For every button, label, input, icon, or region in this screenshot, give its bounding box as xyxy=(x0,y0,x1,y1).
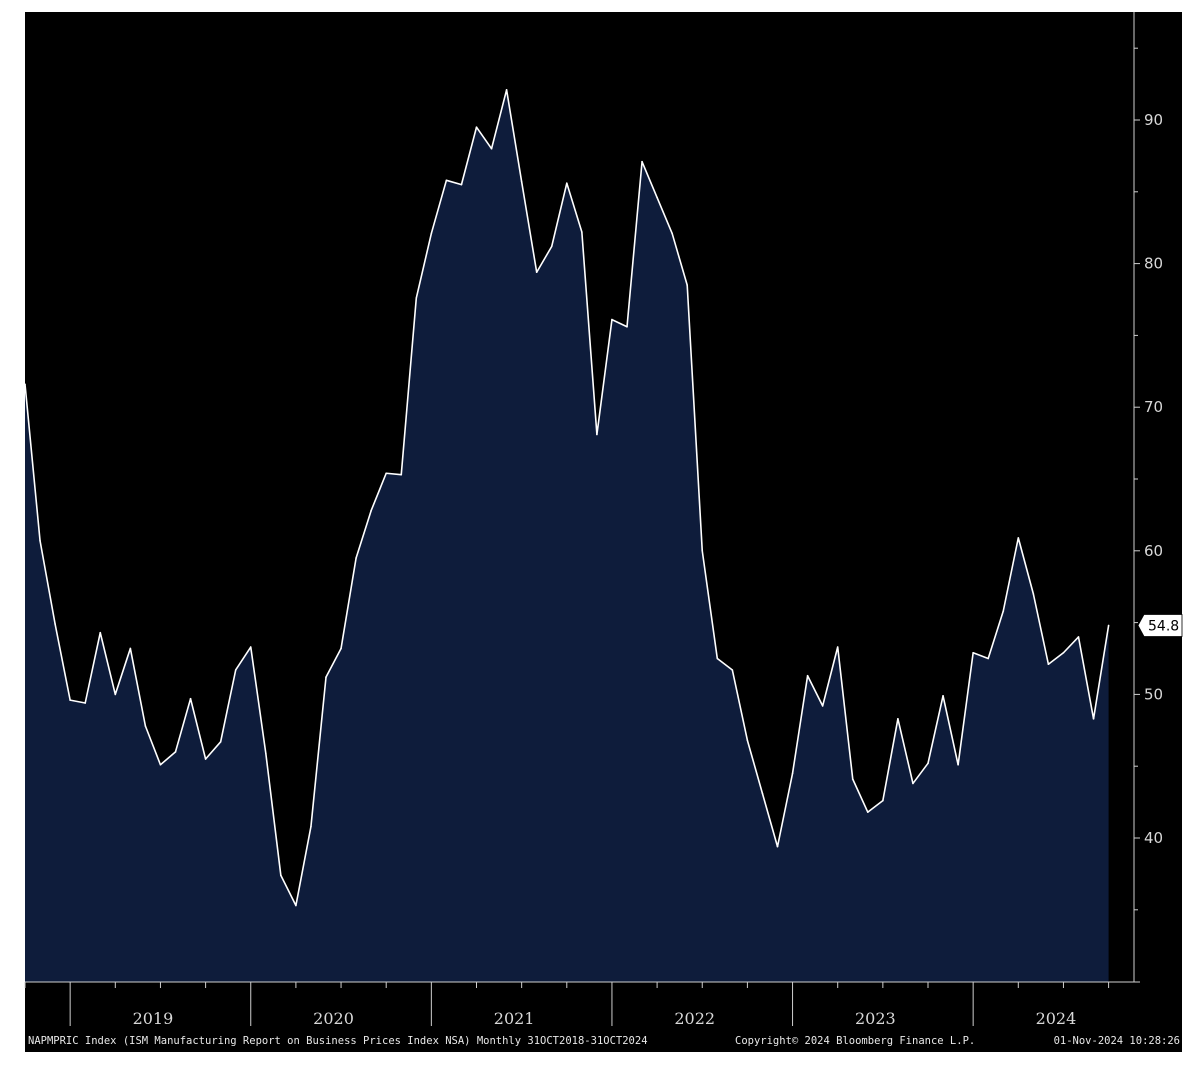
data-point xyxy=(129,647,132,650)
data-point xyxy=(671,232,673,235)
data-point xyxy=(581,231,583,233)
footer-index-description: NAPMPRIC Index (ISM Manufacturing Report… xyxy=(28,1035,648,1047)
y-tick-label: 70 xyxy=(1144,398,1163,416)
data-point xyxy=(295,904,297,907)
data-point xyxy=(776,845,779,848)
data-point xyxy=(731,669,734,671)
last-value-badge xyxy=(1137,614,1183,637)
data-point xyxy=(942,695,944,697)
data-point xyxy=(1047,663,1050,666)
data-point xyxy=(475,126,478,128)
data-point xyxy=(1017,537,1020,539)
x-tick-label: 2022 xyxy=(674,1009,715,1028)
series-area-fill xyxy=(25,89,1109,983)
data-point xyxy=(159,763,162,766)
area-layer xyxy=(24,89,1110,983)
data-point xyxy=(69,699,71,701)
y-tick-label: 40 xyxy=(1144,829,1163,847)
data-point xyxy=(761,792,764,795)
data-point xyxy=(1062,651,1065,654)
data-point xyxy=(806,674,809,677)
data-point xyxy=(716,657,719,660)
data-point xyxy=(746,739,749,742)
y-axis-ticks: 40 50 60 70 80 90 xyxy=(1134,47,1163,983)
data-point xyxy=(400,473,403,476)
data-point xyxy=(566,182,568,184)
data-point xyxy=(189,697,192,700)
data-point xyxy=(882,799,884,802)
data-point xyxy=(460,183,463,186)
data-point xyxy=(1077,636,1080,638)
x-tick-label: 2021 xyxy=(494,1009,535,1028)
data-point xyxy=(234,669,237,671)
data-point xyxy=(1032,593,1035,595)
last-value-marker: 54.8 xyxy=(1137,614,1183,637)
last-value-label: 54.8 xyxy=(1148,618,1179,634)
data-point xyxy=(54,623,56,625)
data-point xyxy=(626,325,628,328)
data-point xyxy=(280,874,282,877)
data-point xyxy=(99,631,102,634)
x-tick-label: 2019 xyxy=(133,1009,174,1028)
data-point xyxy=(851,778,854,780)
data-point xyxy=(791,772,794,775)
data-point xyxy=(1092,718,1095,720)
data-point xyxy=(430,232,433,235)
data-point xyxy=(987,657,989,660)
data-point xyxy=(204,758,207,760)
data-point xyxy=(370,509,372,512)
axes-layer xyxy=(25,12,1135,983)
data-point xyxy=(265,752,267,755)
data-point xyxy=(174,751,177,753)
data-point xyxy=(325,676,327,678)
data-point xyxy=(656,196,658,199)
y-tick-label: 60 xyxy=(1144,542,1163,560)
x-tick-label: 2020 xyxy=(313,1009,354,1028)
data-point xyxy=(912,782,914,785)
y-tick-label: 80 xyxy=(1144,255,1163,273)
data-point xyxy=(84,702,86,704)
data-point xyxy=(310,825,312,828)
data-point xyxy=(490,147,493,150)
data-point xyxy=(445,179,448,182)
y-tick-label: 90 xyxy=(1144,111,1163,129)
data-point xyxy=(144,725,147,727)
data-point xyxy=(641,160,643,163)
data-point xyxy=(1107,624,1110,627)
data-point xyxy=(340,647,342,650)
data-point xyxy=(686,284,688,286)
data-point xyxy=(701,550,704,552)
footer-copyright: Copyright© 2024 Bloomberg Finance L.P. xyxy=(735,1035,975,1047)
data-point xyxy=(1002,610,1005,612)
data-point xyxy=(972,651,974,654)
data-point xyxy=(550,245,553,248)
x-axis-ticks: 2019 2020 2021 2022 2023 2024 xyxy=(24,982,1110,1028)
data-point xyxy=(24,383,26,386)
data-point xyxy=(219,740,222,743)
data-point xyxy=(505,89,508,91)
data-point xyxy=(114,693,117,696)
data-point xyxy=(385,472,388,475)
data-point xyxy=(611,318,613,321)
data-point xyxy=(836,646,839,648)
data-point xyxy=(821,705,824,707)
data-point xyxy=(897,718,899,720)
y-tick-label: 50 xyxy=(1144,685,1163,703)
data-point xyxy=(927,762,929,765)
data-point xyxy=(415,297,418,299)
footer-timestamp: 01-Nov-2024 10:28:26 xyxy=(1054,1035,1180,1047)
data-point xyxy=(596,433,598,436)
data-point xyxy=(39,539,41,542)
data-point xyxy=(520,180,523,183)
x-tick-label: 2023 xyxy=(855,1009,896,1028)
data-point xyxy=(867,811,869,813)
data-point xyxy=(355,557,357,559)
data-point xyxy=(957,763,959,766)
data-point xyxy=(535,271,538,274)
x-tick-label: 2024 xyxy=(1036,1009,1077,1028)
data-point xyxy=(249,646,252,648)
